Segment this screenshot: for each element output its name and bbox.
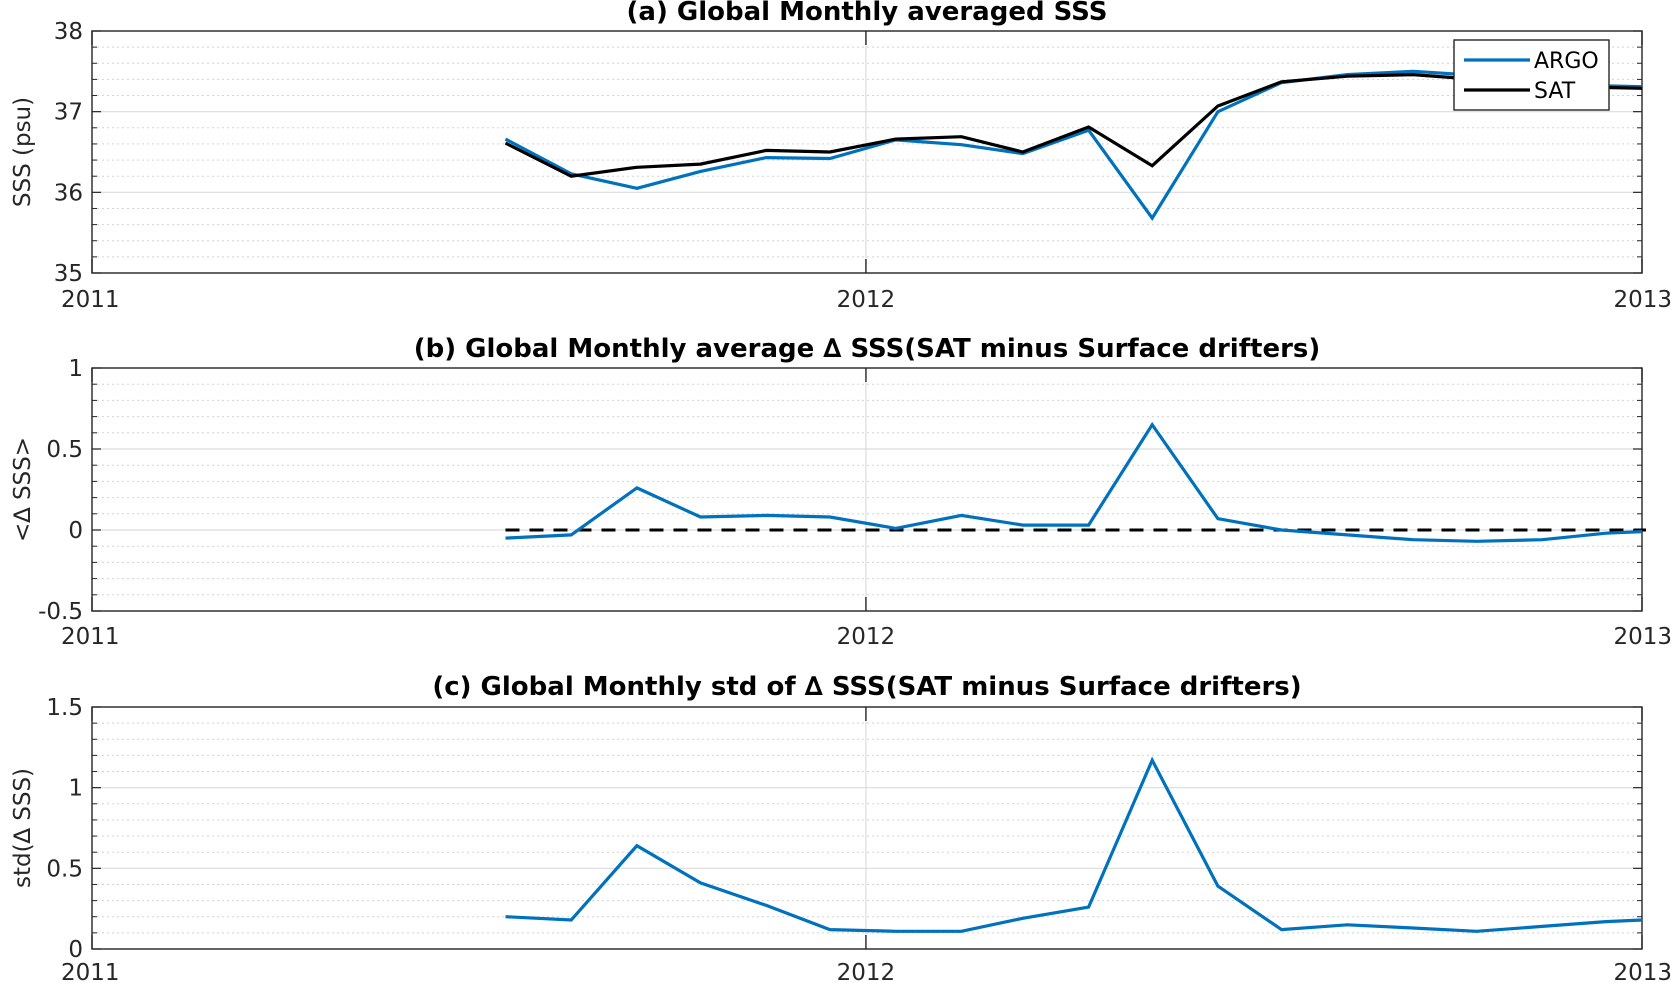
x-tick-label: 2013: [1613, 624, 1672, 650]
x-tick-label: 2012: [837, 287, 896, 313]
series-line-1: [505, 756, 1643, 933]
y-tick-label: 1: [68, 776, 83, 802]
plot-area: [92, 31, 1642, 273]
legend: ARGO SAT: [1453, 39, 1610, 111]
x-tick-label: 2012: [837, 960, 896, 982]
y-tick-label: 0: [68, 937, 83, 963]
y-axis-label: <∆ SSS>: [10, 437, 36, 542]
series-line-1: [505, 421, 1643, 543]
x-tick-label: 2013: [1613, 287, 1672, 313]
chart-panel-2: -0.5 0 0.5 1 2011 2012 2013 (b) Global Monthly …: [10, 334, 1672, 650]
plot-area: [92, 707, 1642, 949]
chart-title: (b) Global Monthly average ∆ SSS(SAT min…: [414, 334, 1321, 364]
legend-label-sat: SAT: [1534, 79, 1576, 104]
y-tick-label: 37: [54, 100, 83, 126]
y-tick-label: 35: [54, 261, 83, 287]
y-tick-label: 36: [54, 180, 83, 206]
y-axis-label: SSS (psu): [10, 97, 36, 207]
legend-box: [1453, 39, 1610, 111]
x-tick-label: 2011: [61, 624, 120, 650]
y-tick-label: 1: [68, 356, 83, 382]
x-tick-label: 2011: [61, 287, 120, 313]
legend-label-argo: ARGO: [1534, 49, 1599, 74]
x-tick-label: 2011: [61, 960, 120, 982]
axes-box: [91, 706, 1643, 950]
y-tick-label: 0.5: [46, 856, 83, 882]
y-axis-label: std(∆ SSS): [10, 768, 36, 888]
axes-box: [91, 367, 1643, 612]
series-group: [505, 421, 1646, 543]
chart-title: (c) Global Monthly std of ∆ SSS(SAT minu…: [432, 672, 1301, 702]
y-tick-label: 0: [68, 518, 83, 544]
plot-area: [92, 368, 1642, 611]
x-tick-label: 2012: [837, 624, 896, 650]
chart-panel-3: 0 0.5 1 1.5 2011 2012 2013 (c) Global Monthly s…: [10, 672, 1672, 982]
y-tick-label: -0.5: [38, 599, 83, 625]
chart-title: (a) Global Monthly averaged SSS: [627, 0, 1108, 27]
x-tick-label: 2013: [1613, 960, 1672, 982]
y-tick-label: 38: [54, 19, 83, 45]
axes-box: [91, 30, 1643, 274]
series-group: [505, 756, 1643, 933]
chart-panel-1: 35 36 37 38 2011 2012 2013 (a) Global Monthly a…: [10, 0, 1672, 313]
y-tick-label: 0.5: [46, 437, 83, 463]
y-tick-label: 1.5: [46, 695, 83, 721]
